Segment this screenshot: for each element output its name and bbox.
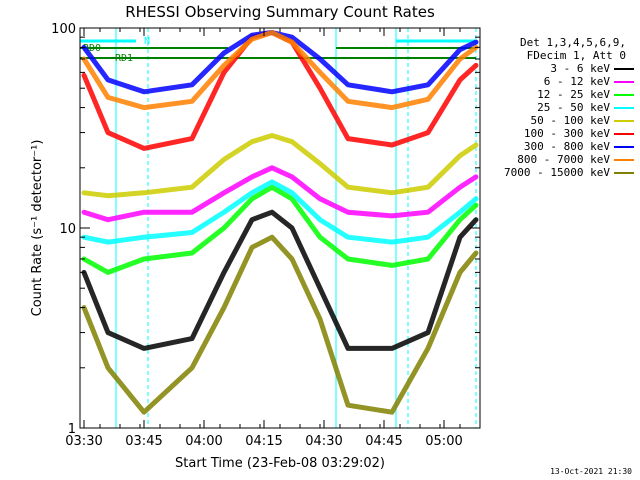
annotation-label-rd1: RD1 — [115, 53, 133, 64]
footer-timestamp: 13-Oct-2021 21:30 — [550, 467, 632, 476]
legend-entry-label: 100 - 300 keV — [523, 127, 610, 140]
legend-swatch — [614, 119, 634, 122]
annotation-bars: N RD0 RD1 — [80, 36, 476, 64]
x-tick-label: 03:45 — [125, 434, 162, 449]
legend-swatch — [614, 132, 634, 135]
series-line-6-12-kev — [81, 165, 479, 223]
x-axis: 03:30 03:45 04:00 04:15 04:30 04:45 05:00 — [65, 28, 481, 449]
series-line-12-25-kev — [81, 184, 479, 275]
y-tick-label: 1 — [68, 422, 76, 437]
legend-entry-label: 12 - 25 keV — [537, 88, 610, 101]
legend-swatch — [614, 171, 634, 174]
legend-entry: 25 - 50 keV — [484, 101, 634, 114]
legend-entry-label: 3 - 6 keV — [550, 62, 610, 75]
legend-entry-label: 50 - 100 keV — [530, 114, 610, 127]
legend-entry: 3 - 6 keV — [484, 62, 634, 75]
series-line-50-100-kev — [81, 133, 479, 199]
x-tick-label: 04:15 — [245, 434, 282, 449]
x-tick-label: 03:30 — [65, 434, 102, 449]
series-line-25-50-kev — [81, 179, 479, 245]
series-layer — [81, 30, 479, 415]
legend-swatch — [614, 67, 634, 70]
annotation-label-rd0: RD0 — [83, 43, 101, 54]
x-tick-label: 04:00 — [185, 434, 222, 449]
legend-entry: 50 - 100 keV — [484, 114, 634, 127]
legend-swatch — [614, 158, 634, 161]
y-axis: 1 10 100 — [51, 22, 480, 437]
legend-entry-label: 6 - 12 keV — [543, 75, 610, 88]
legend-entry-label: 7000 - 15000 keV — [504, 166, 610, 179]
legend-entry: 300 - 800 keV — [484, 140, 634, 153]
legend-swatch — [614, 93, 634, 96]
legend-header-line: Det 1,3,4,5,6,9, — [520, 36, 626, 49]
x-tick-label: 05:00 — [425, 434, 462, 449]
legend-entry: 6 - 12 keV — [484, 75, 634, 88]
y-tick-label: 100 — [51, 22, 76, 37]
legend-entry: 800 - 7000 keV — [484, 153, 634, 166]
annotation-label-n: N — [144, 36, 150, 47]
legend-entry: 100 - 300 keV — [484, 127, 634, 140]
legend-swatch — [614, 106, 634, 109]
x-tick-label: 04:30 — [305, 434, 342, 449]
legend-entry: 12 - 25 keV — [484, 88, 634, 101]
legend-entry: 7000 - 15000 keV — [484, 166, 634, 179]
y-tick-label: 10 — [59, 222, 76, 237]
legend-entry-label: 300 - 800 keV — [523, 140, 610, 153]
series-line-7000-15000-kev — [81, 234, 479, 415]
legend-entry-label: 800 - 7000 keV — [517, 153, 610, 166]
series-line-800-7000-kev — [81, 30, 479, 111]
chart-title: RHESSI Observing Summary Count Rates — [125, 3, 435, 21]
x-axis-label: Start Time (23-Feb-08 03:29:02) — [175, 456, 385, 471]
series-line-3-6-kev — [81, 209, 479, 351]
y-axis-label: Count Rate (s⁻¹ detector⁻¹) — [30, 140, 45, 317]
legend-swatch — [614, 80, 634, 83]
x-tick-label: 04:45 — [365, 434, 402, 449]
legend-entry-label: 25 - 50 keV — [537, 101, 610, 114]
legend-swatch — [614, 145, 634, 148]
legend-header-line: FDecim 1, Att 0 — [526, 49, 626, 62]
